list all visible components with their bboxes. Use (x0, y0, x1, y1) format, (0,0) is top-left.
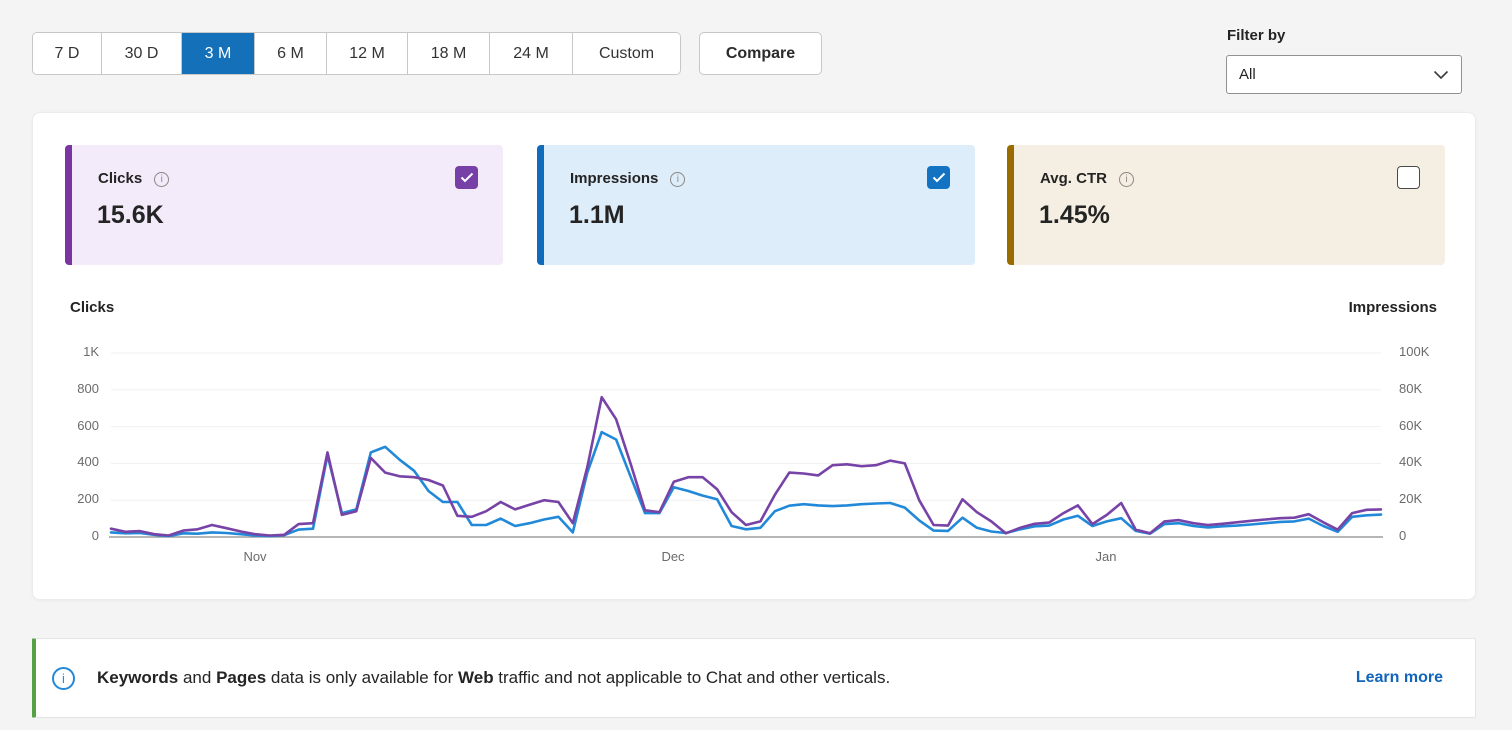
learn-more-link[interactable]: Learn more (1355, 669, 1443, 686)
metric-value: 1.1M (569, 201, 625, 229)
metric-checkbox-impressions[interactable] (927, 166, 950, 189)
banner-text-segment: data is only available for (266, 668, 458, 687)
chevron-down-icon (1433, 70, 1449, 80)
compare-button[interactable]: Compare (699, 32, 822, 75)
range-button-18m[interactable]: 18 M (408, 33, 490, 74)
range-button-24m[interactable]: 24 M (490, 33, 573, 74)
right-axis-tick: 40K (1399, 454, 1423, 470)
metric-accent-bar (1007, 145, 1014, 265)
metric-card-clicks[interactable]: Clicks i 15.6K (65, 145, 503, 265)
banner-text-segment: Keywords (97, 668, 179, 687)
x-axis-month-label: Jan (1095, 549, 1117, 564)
metric-checkbox-avg-ctr[interactable] (1397, 166, 1420, 189)
right-axis-tick: 100K (1399, 344, 1430, 359)
filter-by-label: Filter by (1227, 27, 1286, 44)
right-axis-title: Impressions (1348, 299, 1437, 316)
left-axis-tick: 0 (91, 528, 99, 543)
impressions-line-series (109, 430, 1383, 538)
left-axis-tick: 800 (77, 380, 99, 396)
metric-title: Impressions i (570, 170, 686, 187)
right-axis-tick: 0 (1399, 528, 1407, 543)
metric-value: 15.6K (97, 201, 164, 229)
right-axis-tick: 20K (1399, 491, 1423, 507)
info-banner: i Keywords and Pages data is only availa… (32, 638, 1476, 718)
metric-value: 1.45% (1039, 201, 1110, 229)
left-axis-tick: 200 (77, 491, 99, 507)
info-icon[interactable]: i (1118, 172, 1134, 187)
metric-title: Avg. CTR i (1040, 170, 1134, 187)
banner-text-segment: Web (458, 668, 494, 687)
info-icon: i (52, 666, 75, 690)
metric-accent-bar (537, 145, 544, 265)
range-button-3m[interactable]: 3 M (182, 33, 255, 74)
x-axis-month-label: Nov (243, 549, 267, 564)
right-axis-tick: 60K (1399, 417, 1423, 433)
left-axis-tick: 400 (77, 454, 99, 470)
info-icon[interactable]: i (154, 172, 170, 187)
metric-title: Clicks i (98, 170, 170, 187)
traffic-line-chart[interactable] (109, 343, 1383, 546)
range-button-12m[interactable]: 12 M (327, 33, 408, 74)
range-button-7d[interactable]: 7 D (33, 33, 102, 74)
right-axis-tick: 80K (1399, 380, 1423, 396)
left-axis-tick: 1K (83, 344, 99, 359)
metrics-panel: Clicks i 15.6K Impressions i 1.1M Avg. CTR i 1.4… (32, 112, 1476, 600)
metric-card-avg-ctr[interactable]: Avg. CTR i 1.45% (1007, 145, 1445, 265)
filter-by-dropdown[interactable]: All (1226, 55, 1462, 94)
metric-accent-bar (65, 145, 72, 265)
banner-text-segment: Pages (216, 668, 267, 687)
banner-message: Keywords and Pages data is only availabl… (97, 668, 1356, 688)
banner-text-segment: and (178, 668, 217, 687)
range-button-custom[interactable]: Custom (573, 33, 680, 74)
metric-checkbox-clicks[interactable] (455, 166, 478, 189)
left-axis-tick: 600 (77, 417, 99, 433)
left-axis-title: Clicks (70, 299, 115, 316)
metric-card-impressions[interactable]: Impressions i 1.1M (537, 145, 975, 265)
clicks-line-series (109, 395, 1383, 537)
range-button-30d[interactable]: 30 D (102, 33, 182, 74)
filter-by-value: All (1239, 66, 1256, 83)
x-axis-month-label: Dec (661, 549, 685, 564)
banner-text-segment: traffic and not applicable to Chat and o… (493, 668, 891, 687)
info-icon[interactable]: i (670, 172, 686, 187)
range-button-6m[interactable]: 6 M (255, 33, 327, 74)
